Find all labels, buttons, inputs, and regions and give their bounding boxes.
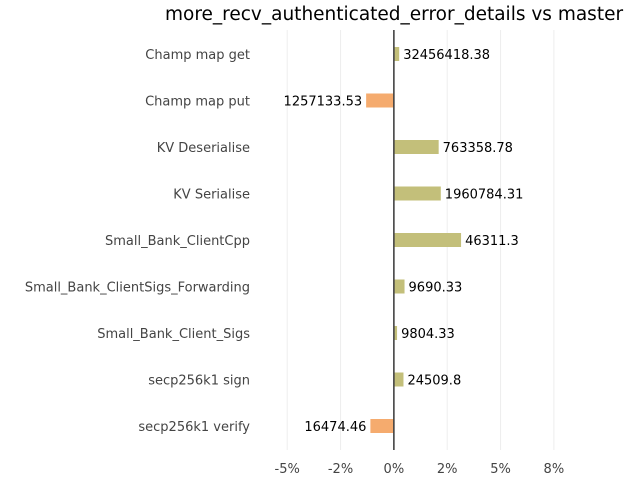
category-label: Small_Bank_ClientCpp: [105, 234, 250, 249]
category-label: secp256k1 verify: [138, 420, 250, 435]
bar: [366, 93, 394, 108]
bar: [393, 279, 405, 294]
bar: [393, 326, 398, 340]
data-label: 16474.46: [304, 420, 366, 435]
data-label: 1960784.31: [445, 188, 524, 203]
category-label: Champ map put: [145, 95, 250, 110]
data-label: 1257133.53: [284, 95, 363, 110]
bar: [393, 140, 439, 154]
bars: [366, 47, 462, 433]
value-labels: 32456418.38 1257133.53 763358.78 1960784.31…: [284, 48, 524, 435]
x-tick-label: -2%: [328, 462, 353, 477]
x-tick-label: 0%: [384, 462, 405, 477]
x-axis-ticks: -5% -2% 0% 2% 5% 8%: [275, 462, 565, 477]
x-tick-label: -5%: [275, 462, 300, 477]
category-label: Small_Bank_ClientSigs_Forwarding: [25, 281, 250, 296]
category-label: KV Serialise: [173, 188, 250, 203]
bar: [393, 186, 441, 201]
data-label: 46311.3: [465, 234, 519, 249]
bar: [370, 419, 394, 433]
category-labels: Champ map get Champ map put KV Deserialise…: [25, 48, 250, 435]
x-tick-label: 8%: [544, 462, 565, 477]
bar: [393, 233, 462, 247]
chart-title: more_recv_authenticated_error_details vs…: [165, 4, 623, 25]
x-tick-label: 5%: [490, 462, 511, 477]
x-tick-label: 2%: [437, 462, 458, 477]
category-label: KV Deserialise: [157, 141, 250, 156]
data-label: 763358.78: [443, 141, 513, 156]
category-label: Champ map get: [145, 48, 250, 63]
data-label: 32456418.38: [403, 48, 490, 63]
bar: [393, 47, 400, 61]
data-label: 9804.33: [401, 327, 455, 342]
category-label: Small_Bank_Client_Sigs: [97, 327, 250, 342]
bar: [393, 372, 404, 387]
data-label: 24509.8: [407, 374, 461, 389]
category-label: secp256k1 sign: [148, 374, 250, 389]
data-label: 9690.33: [409, 281, 463, 296]
